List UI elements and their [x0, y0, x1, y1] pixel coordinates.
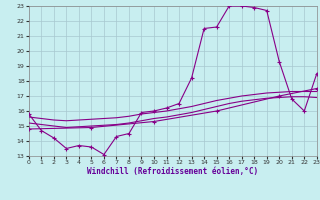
X-axis label: Windchill (Refroidissement éolien,°C): Windchill (Refroidissement éolien,°C) — [87, 167, 258, 176]
